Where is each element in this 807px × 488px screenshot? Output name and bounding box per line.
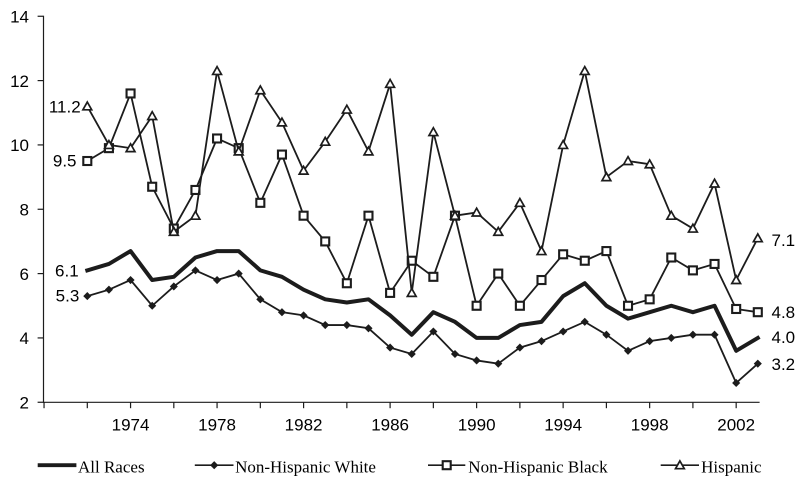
svg-text:3.2: 3.2: [772, 355, 796, 374]
svg-text:11.2: 11.2: [49, 97, 81, 116]
svg-text:1986: 1986: [371, 416, 409, 435]
svg-text:Non-Hispanic Black: Non-Hispanic Black: [468, 457, 608, 476]
svg-text:8: 8: [20, 200, 29, 219]
svg-text:6: 6: [20, 265, 29, 284]
svg-text:14: 14: [10, 7, 29, 26]
svg-text:Non-Hispanic White: Non-Hispanic White: [235, 457, 376, 476]
svg-text:7.1: 7.1: [772, 231, 796, 250]
svg-text:All Races: All Races: [78, 457, 145, 476]
svg-text:6.1: 6.1: [55, 261, 79, 280]
svg-text:9.5: 9.5: [53, 152, 77, 171]
svg-text:5.3: 5.3: [56, 286, 80, 305]
svg-text:2002: 2002: [717, 416, 755, 435]
svg-text:1990: 1990: [458, 416, 496, 435]
svg-text:1998: 1998: [631, 416, 669, 435]
svg-text:12: 12: [10, 72, 29, 91]
svg-text:4.8: 4.8: [772, 303, 796, 322]
svg-text:Hispanic: Hispanic: [701, 457, 762, 476]
svg-text:2: 2: [20, 393, 29, 412]
svg-text:10: 10: [10, 136, 29, 155]
svg-text:1994: 1994: [544, 416, 582, 435]
svg-text:1982: 1982: [285, 416, 323, 435]
svg-text:4.0: 4.0: [772, 328, 796, 347]
svg-text:1974: 1974: [112, 416, 150, 435]
svg-text:1978: 1978: [198, 416, 236, 435]
svg-text:4: 4: [20, 329, 29, 348]
